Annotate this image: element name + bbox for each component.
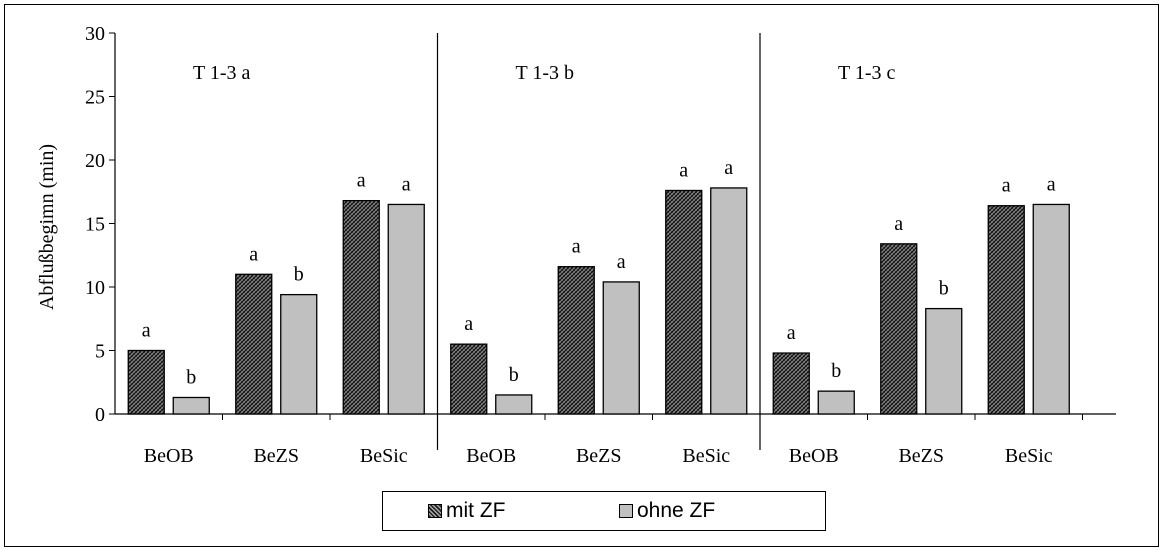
bar-mit-zf (235, 273, 273, 415)
bar-ohne-zf (817, 390, 855, 415)
y-axis-label: Abflußbegimn (min) (36, 144, 58, 310)
significance-label: a (679, 159, 688, 181)
bar-ohne-zf (280, 293, 318, 415)
bar-ohne-zf (495, 394, 533, 415)
bar-mit-zf (772, 352, 810, 415)
bar-mit-zf (880, 243, 918, 415)
bar-ohne-zf (925, 307, 963, 415)
legend-label-ohne-zf: ohne ZF (637, 499, 716, 522)
bar-mit-zf (557, 266, 595, 415)
legend: mit ZF ohne ZF (382, 491, 826, 531)
legend-swatch-mit-zf (428, 504, 442, 518)
significance-label: a (1047, 173, 1056, 195)
significance-label: a (357, 170, 366, 192)
legend-label-mit-zf: mit ZF (446, 499, 506, 522)
bar-mit-zf (450, 343, 488, 415)
significance-label: b (831, 360, 841, 382)
legend-item-ohne-zf: ohne ZF (619, 499, 716, 522)
legend-item-mit-zf: mit ZF (428, 499, 506, 522)
bar-ohne-zf (387, 203, 425, 415)
significance-label: b (186, 366, 196, 388)
y-tick-label: 25 (85, 87, 105, 109)
category-label: BeOB (144, 445, 194, 467)
bar-ohne-zf (710, 187, 748, 415)
significance-label: a (402, 173, 411, 195)
significance-label: a (1002, 175, 1011, 197)
legend-swatch-ohne-zf (619, 504, 633, 518)
significance-label: a (894, 213, 903, 235)
category-label: BeSic (1005, 445, 1053, 467)
category-label: BeZS (253, 445, 299, 467)
panel-title: T 1-3 a (193, 62, 251, 84)
significance-label: a (787, 322, 796, 344)
panel-title: T 1-3 c (838, 62, 896, 84)
significance-label: a (572, 236, 581, 258)
significance-label: b (294, 264, 304, 286)
bar-mit-zf (665, 189, 703, 415)
y-tick-label: 30 (85, 23, 105, 45)
category-label: BeSic (682, 445, 730, 467)
significance-label: a (617, 251, 626, 273)
bar-mit-zf (987, 205, 1025, 415)
y-tick-label: 5 (95, 341, 105, 363)
bar-mit-zf (342, 199, 380, 415)
bar-mit-zf (127, 349, 165, 415)
significance-label: b (939, 278, 949, 300)
y-tick-label: 10 (85, 277, 105, 299)
bar-ohne-zf (1032, 203, 1070, 415)
y-tick-label: 15 (85, 214, 105, 236)
significance-label: b (509, 364, 519, 386)
category-label: BeZS (898, 445, 944, 467)
category-label: BeOB (789, 445, 839, 467)
significance-label: a (249, 243, 258, 265)
significance-label: a (724, 157, 733, 179)
category-label: BeSic (360, 445, 408, 467)
category-label: BeZS (576, 445, 622, 467)
significance-label: a (142, 320, 151, 342)
significance-label: a (464, 313, 473, 335)
bar-ohne-zf (172, 396, 210, 415)
y-tick-label: 20 (85, 150, 105, 172)
y-tick-label: 0 (95, 404, 105, 426)
category-label: BeOB (466, 445, 516, 467)
panel-title: T 1-3 b (516, 62, 575, 84)
bar-ohne-zf (602, 281, 640, 415)
